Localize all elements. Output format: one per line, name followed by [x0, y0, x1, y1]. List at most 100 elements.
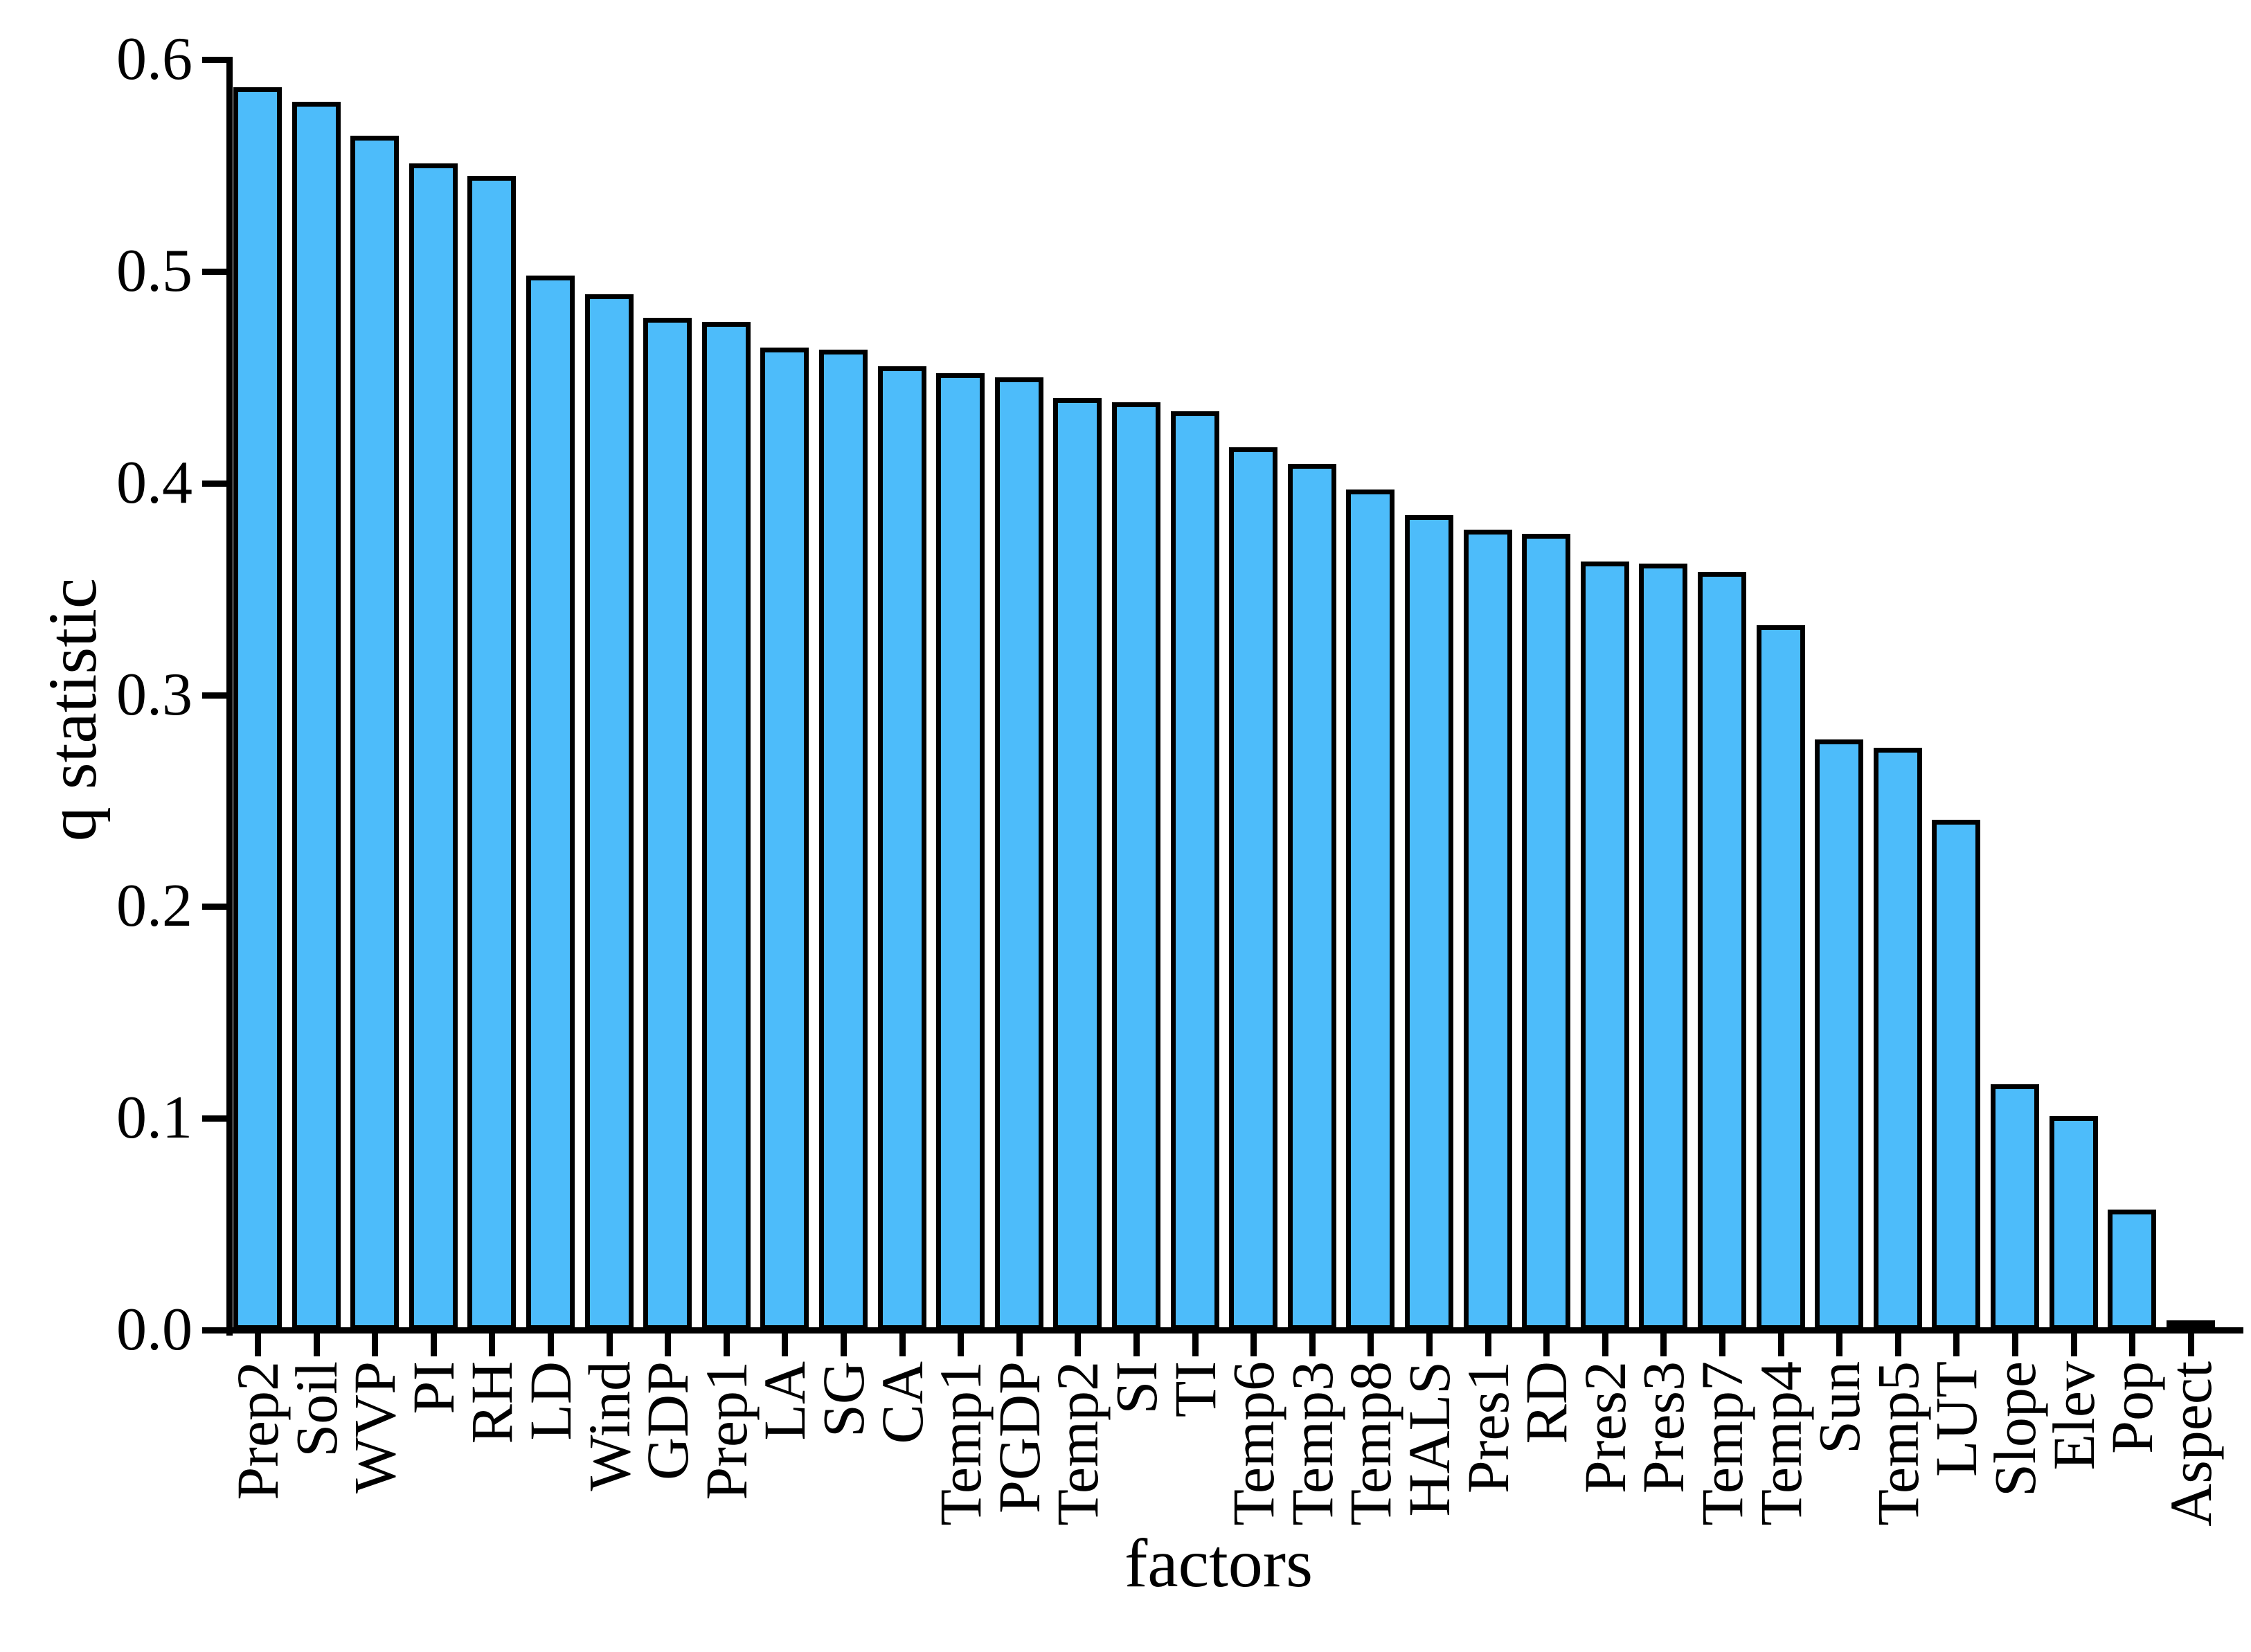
x-category-label-TI: TI [1162, 1361, 1228, 1418]
x-axis-tick [255, 1334, 261, 1356]
x-axis-tick [1836, 1334, 1842, 1356]
bar-SI [1112, 402, 1160, 1330]
bar-Soil [292, 102, 341, 1330]
x-axis-tick [2012, 1334, 2018, 1356]
x-category-label-LA: LA [751, 1361, 818, 1441]
y-tick-label: 0.2 [116, 872, 192, 940]
x-axis-tick [1719, 1334, 1725, 1356]
bar-Temp5 [1874, 748, 1922, 1330]
bar-Temp3 [1288, 464, 1336, 1330]
x-axis-tick [1016, 1334, 1023, 1356]
x-category-label-RD: RD [1513, 1361, 1579, 1444]
y-tick-label: 0.4 [116, 449, 192, 517]
x-category-label-Temp6: Temp6 [1220, 1361, 1286, 1526]
x-category-label-Temp1: Temp1 [927, 1361, 994, 1526]
x-axis-tick [431, 1334, 437, 1356]
x-category-label-LUT: LUT [1923, 1361, 1989, 1478]
x-axis-tick [1485, 1334, 1491, 1356]
bar-Temp8 [1346, 490, 1394, 1330]
x-category-label-GDP: GDP [634, 1361, 701, 1481]
bar-Elev [2050, 1116, 2098, 1330]
x-category-label-Temp3: Temp3 [1279, 1361, 1345, 1526]
x-category-label-Aspect: Aspect [2158, 1361, 2224, 1527]
y-axis-tick [202, 1327, 231, 1334]
bar-LUT [1932, 820, 1980, 1330]
bar-Slope [1991, 1084, 2039, 1330]
bar-Aspect [2167, 1320, 2215, 1330]
x-category-label-Temp2: Temp2 [1044, 1361, 1111, 1526]
bar-RD [1522, 534, 1570, 1330]
x-axis-tick [1309, 1334, 1316, 1356]
x-category-label-SG: SG [810, 1361, 877, 1437]
x-category-label-Prep2: Prep2 [224, 1361, 291, 1500]
x-axis-tick [899, 1334, 906, 1356]
x-axis-tick [665, 1334, 671, 1356]
x-category-label-Prep1: Prep1 [693, 1361, 760, 1500]
y-tick-label: 0.6 [116, 26, 192, 93]
bar-PGDP [995, 377, 1043, 1330]
x-category-label-Elev: Elev [2041, 1361, 2107, 1471]
x-category-label-Slope: Slope [1982, 1361, 2048, 1497]
x-axis-tick [782, 1334, 788, 1356]
bar-Wind [585, 294, 634, 1330]
x-axis-tick [1192, 1334, 1199, 1356]
bar-GDP [643, 318, 692, 1330]
bar-SG [819, 350, 868, 1330]
y-axis-tick [202, 57, 231, 63]
bar-Temp2 [1053, 398, 1102, 1330]
x-axis-tick [1895, 1334, 1901, 1356]
x-category-label-RH: RH [458, 1361, 525, 1444]
bar-TI [1171, 411, 1219, 1330]
x-axis-tick [724, 1334, 730, 1356]
x-category-label-Pres1: Pres1 [1455, 1361, 1521, 1494]
y-tick-label: 0.3 [116, 661, 192, 728]
bar-HALS [1405, 515, 1453, 1330]
x-category-label-Pres3: Pres3 [1630, 1361, 1696, 1494]
x-category-label-Wind: Wind [576, 1361, 643, 1491]
x-axis-tick [2129, 1334, 2135, 1356]
y-tick-label: 0.1 [116, 1084, 192, 1151]
bar-PI [409, 163, 458, 1330]
x-axis-line [226, 1327, 2243, 1334]
x-category-label-PGDP: PGDP [986, 1361, 1052, 1514]
x-axis-tick [1133, 1334, 1140, 1356]
x-axis-tick [958, 1334, 964, 1356]
x-category-label-Temp4: Temp4 [1748, 1361, 1814, 1526]
x-axis-tick [1367, 1334, 1374, 1356]
x-axis-tick [2188, 1334, 2194, 1356]
y-tick-label: 0.0 [116, 1296, 192, 1363]
x-category-label-WVP: WVP [341, 1361, 408, 1494]
bar-Sun [1815, 739, 1863, 1330]
bar-Pop [2108, 1210, 2156, 1330]
x-category-label-Pop: Pop [2099, 1361, 2165, 1454]
x-axis-tick [1426, 1334, 1433, 1356]
x-axis-tick [1660, 1334, 1667, 1356]
x-category-label-Temp7: Temp7 [1689, 1361, 1755, 1526]
y-axis-tick [202, 904, 231, 910]
bar-Pres2 [1581, 562, 1629, 1330]
x-axis-tick [1953, 1334, 1959, 1356]
x-axis-tick [489, 1334, 495, 1356]
x-axis-tick [2071, 1334, 2077, 1356]
x-axis-tick [1075, 1334, 1081, 1356]
x-category-label-HALS: HALS [1396, 1361, 1462, 1517]
x-category-label-SI: SI [1103, 1361, 1169, 1415]
x-axis-tick [372, 1334, 378, 1356]
x-category-label-Temp5: Temp5 [1865, 1361, 1931, 1526]
x-category-label-Soil: Soil [283, 1361, 350, 1457]
x-axis-title: factors [1124, 1525, 1313, 1601]
bar-Prep1 [702, 322, 751, 1330]
y-axis-tick [202, 269, 231, 275]
bar-LA [760, 348, 809, 1330]
x-category-label-LD: LD [517, 1361, 584, 1441]
x-axis-tick [548, 1334, 554, 1356]
y-tick-label: 0.5 [116, 237, 192, 305]
y-axis-tick [202, 481, 231, 487]
x-axis-tick [314, 1334, 320, 1356]
x-axis-tick [1250, 1334, 1257, 1356]
x-axis-tick [1602, 1334, 1608, 1356]
bar-WVP [350, 136, 399, 1330]
bar-Temp1 [936, 373, 985, 1330]
bar-Prep2 [233, 87, 282, 1330]
x-axis-tick [841, 1334, 847, 1356]
